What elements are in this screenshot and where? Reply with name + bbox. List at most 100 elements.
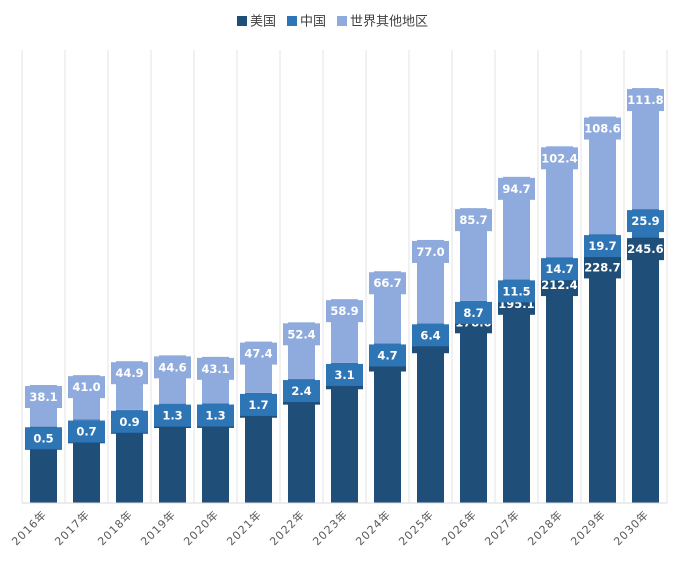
data-label-box (197, 404, 234, 427)
bar-美国-2028年 (546, 273, 573, 503)
data-label-box (68, 376, 105, 399)
data-label-box (68, 420, 105, 443)
data-label: 94.7 (502, 182, 530, 196)
data-label: 2.4 (291, 384, 311, 398)
data-label-box (197, 357, 234, 380)
legend: 美国 中国 世界其他地区 (237, 15, 428, 30)
data-label: 47.4 (244, 347, 272, 361)
x-tick-label: 2024年 (353, 507, 394, 548)
x-tick-label: 2025年 (396, 507, 437, 548)
x-tick-label: 2029年 (568, 507, 609, 548)
data-label-box (326, 300, 363, 323)
data-label-box (111, 362, 148, 385)
x-tick-label: 2030年 (611, 507, 652, 548)
legend-swatch-美国 (237, 16, 247, 26)
data-label: 6.4 (420, 328, 440, 342)
data-label-box (111, 410, 148, 433)
legend-label-世界其他地区: 世界其他地区 (350, 15, 428, 30)
data-label: 38.1 (29, 390, 57, 404)
data-label-box (283, 323, 320, 346)
data-label: 245.6 (627, 242, 663, 256)
data-label-box (584, 256, 621, 279)
data-label: 4.7 (377, 348, 397, 362)
data-label: 0.5 (33, 431, 53, 445)
x-tick-label: 2016年 (9, 507, 50, 548)
data-label-box (154, 404, 191, 427)
data-label-box (498, 280, 535, 303)
bar-美国-2026年 (460, 310, 487, 503)
data-label: 19.7 (588, 239, 616, 253)
bar-中国-2019年 (159, 403, 186, 406)
data-label: 212.4 (541, 278, 577, 292)
x-tick-label: 2023年 (310, 507, 351, 548)
data-label: 66.7 (373, 276, 401, 290)
data-label-box (498, 177, 535, 200)
bar-中国-2020年 (202, 403, 229, 405)
data-label-box (326, 363, 363, 386)
data-label: 108.6 (584, 122, 620, 136)
bar-中国-2016年 (30, 426, 57, 427)
data-label-box (412, 324, 449, 347)
data-label: 77.0 (416, 245, 444, 259)
data-label: 52.4 (287, 327, 315, 341)
bar-中国-2018年 (116, 409, 143, 411)
data-label-box (627, 89, 664, 112)
data-label: 111.8 (627, 93, 663, 107)
x-tick-label: 2017年 (52, 507, 93, 548)
data-label-box (584, 235, 621, 258)
data-label-box (240, 393, 277, 416)
x-tick-label: 2028年 (525, 507, 566, 548)
x-tick-label: 2021年 (224, 507, 265, 548)
data-label: 0.7 (76, 425, 96, 439)
x-tick-label: 2018年 (95, 507, 136, 548)
data-label: 85.7 (459, 213, 487, 227)
data-label: 25.9 (631, 214, 659, 228)
data-label-box (541, 147, 578, 170)
data-label: 102.4 (541, 151, 577, 165)
data-label: 1.3 (205, 409, 225, 423)
data-label-box (283, 380, 320, 403)
data-label: 0.9 (119, 415, 139, 429)
data-label: 3.1 (334, 368, 354, 382)
x-tick-label: 2019年 (138, 507, 179, 548)
legend-label-美国: 美国 (250, 15, 276, 30)
data-label-box (627, 210, 664, 233)
x-tick-label: 2027年 (482, 507, 523, 548)
data-label: 228.7 (584, 260, 620, 274)
x-tick-label: 2020年 (181, 507, 222, 548)
data-label-box (154, 356, 191, 379)
bar-美国-2030年 (632, 237, 659, 503)
data-label-box (584, 117, 621, 140)
data-label: 41.0 (72, 380, 100, 394)
bar-美国-2025年 (417, 330, 444, 503)
data-label-box (369, 344, 406, 367)
data-label: 14.7 (545, 262, 573, 276)
x-tick-label: 2026年 (439, 507, 480, 548)
legend-label-中国: 中国 (300, 15, 326, 30)
data-label-box (412, 240, 449, 263)
data-label: 58.9 (330, 304, 358, 318)
gridlines (21, 50, 668, 503)
data-label: 44.9 (115, 366, 143, 380)
data-label-box (240, 342, 277, 365)
data-label-box (455, 301, 492, 324)
data-label-box (455, 209, 492, 232)
data-label-box (369, 272, 406, 295)
data-label: 43.1 (201, 362, 229, 376)
data-label-box (25, 386, 62, 409)
data-label: 1.3 (162, 409, 182, 423)
data-label-box (627, 238, 664, 261)
data-label: 8.7 (463, 306, 483, 320)
bar-美国-2024年 (374, 348, 401, 503)
data-labels: 70.40.538.176.40.741.085.20.944.990.51.3… (25, 89, 664, 450)
data-label: 11.5 (502, 284, 530, 298)
data-label-box (25, 427, 62, 450)
legend-swatch-中国 (287, 16, 297, 26)
bars (30, 88, 659, 503)
x-tick-label: 2022年 (267, 507, 308, 548)
data-label: 44.6 (158, 360, 186, 374)
bar-中国-2021年 (245, 392, 272, 395)
data-label: 1.7 (248, 398, 268, 412)
legend-swatch-世界其他地区 (337, 16, 347, 26)
